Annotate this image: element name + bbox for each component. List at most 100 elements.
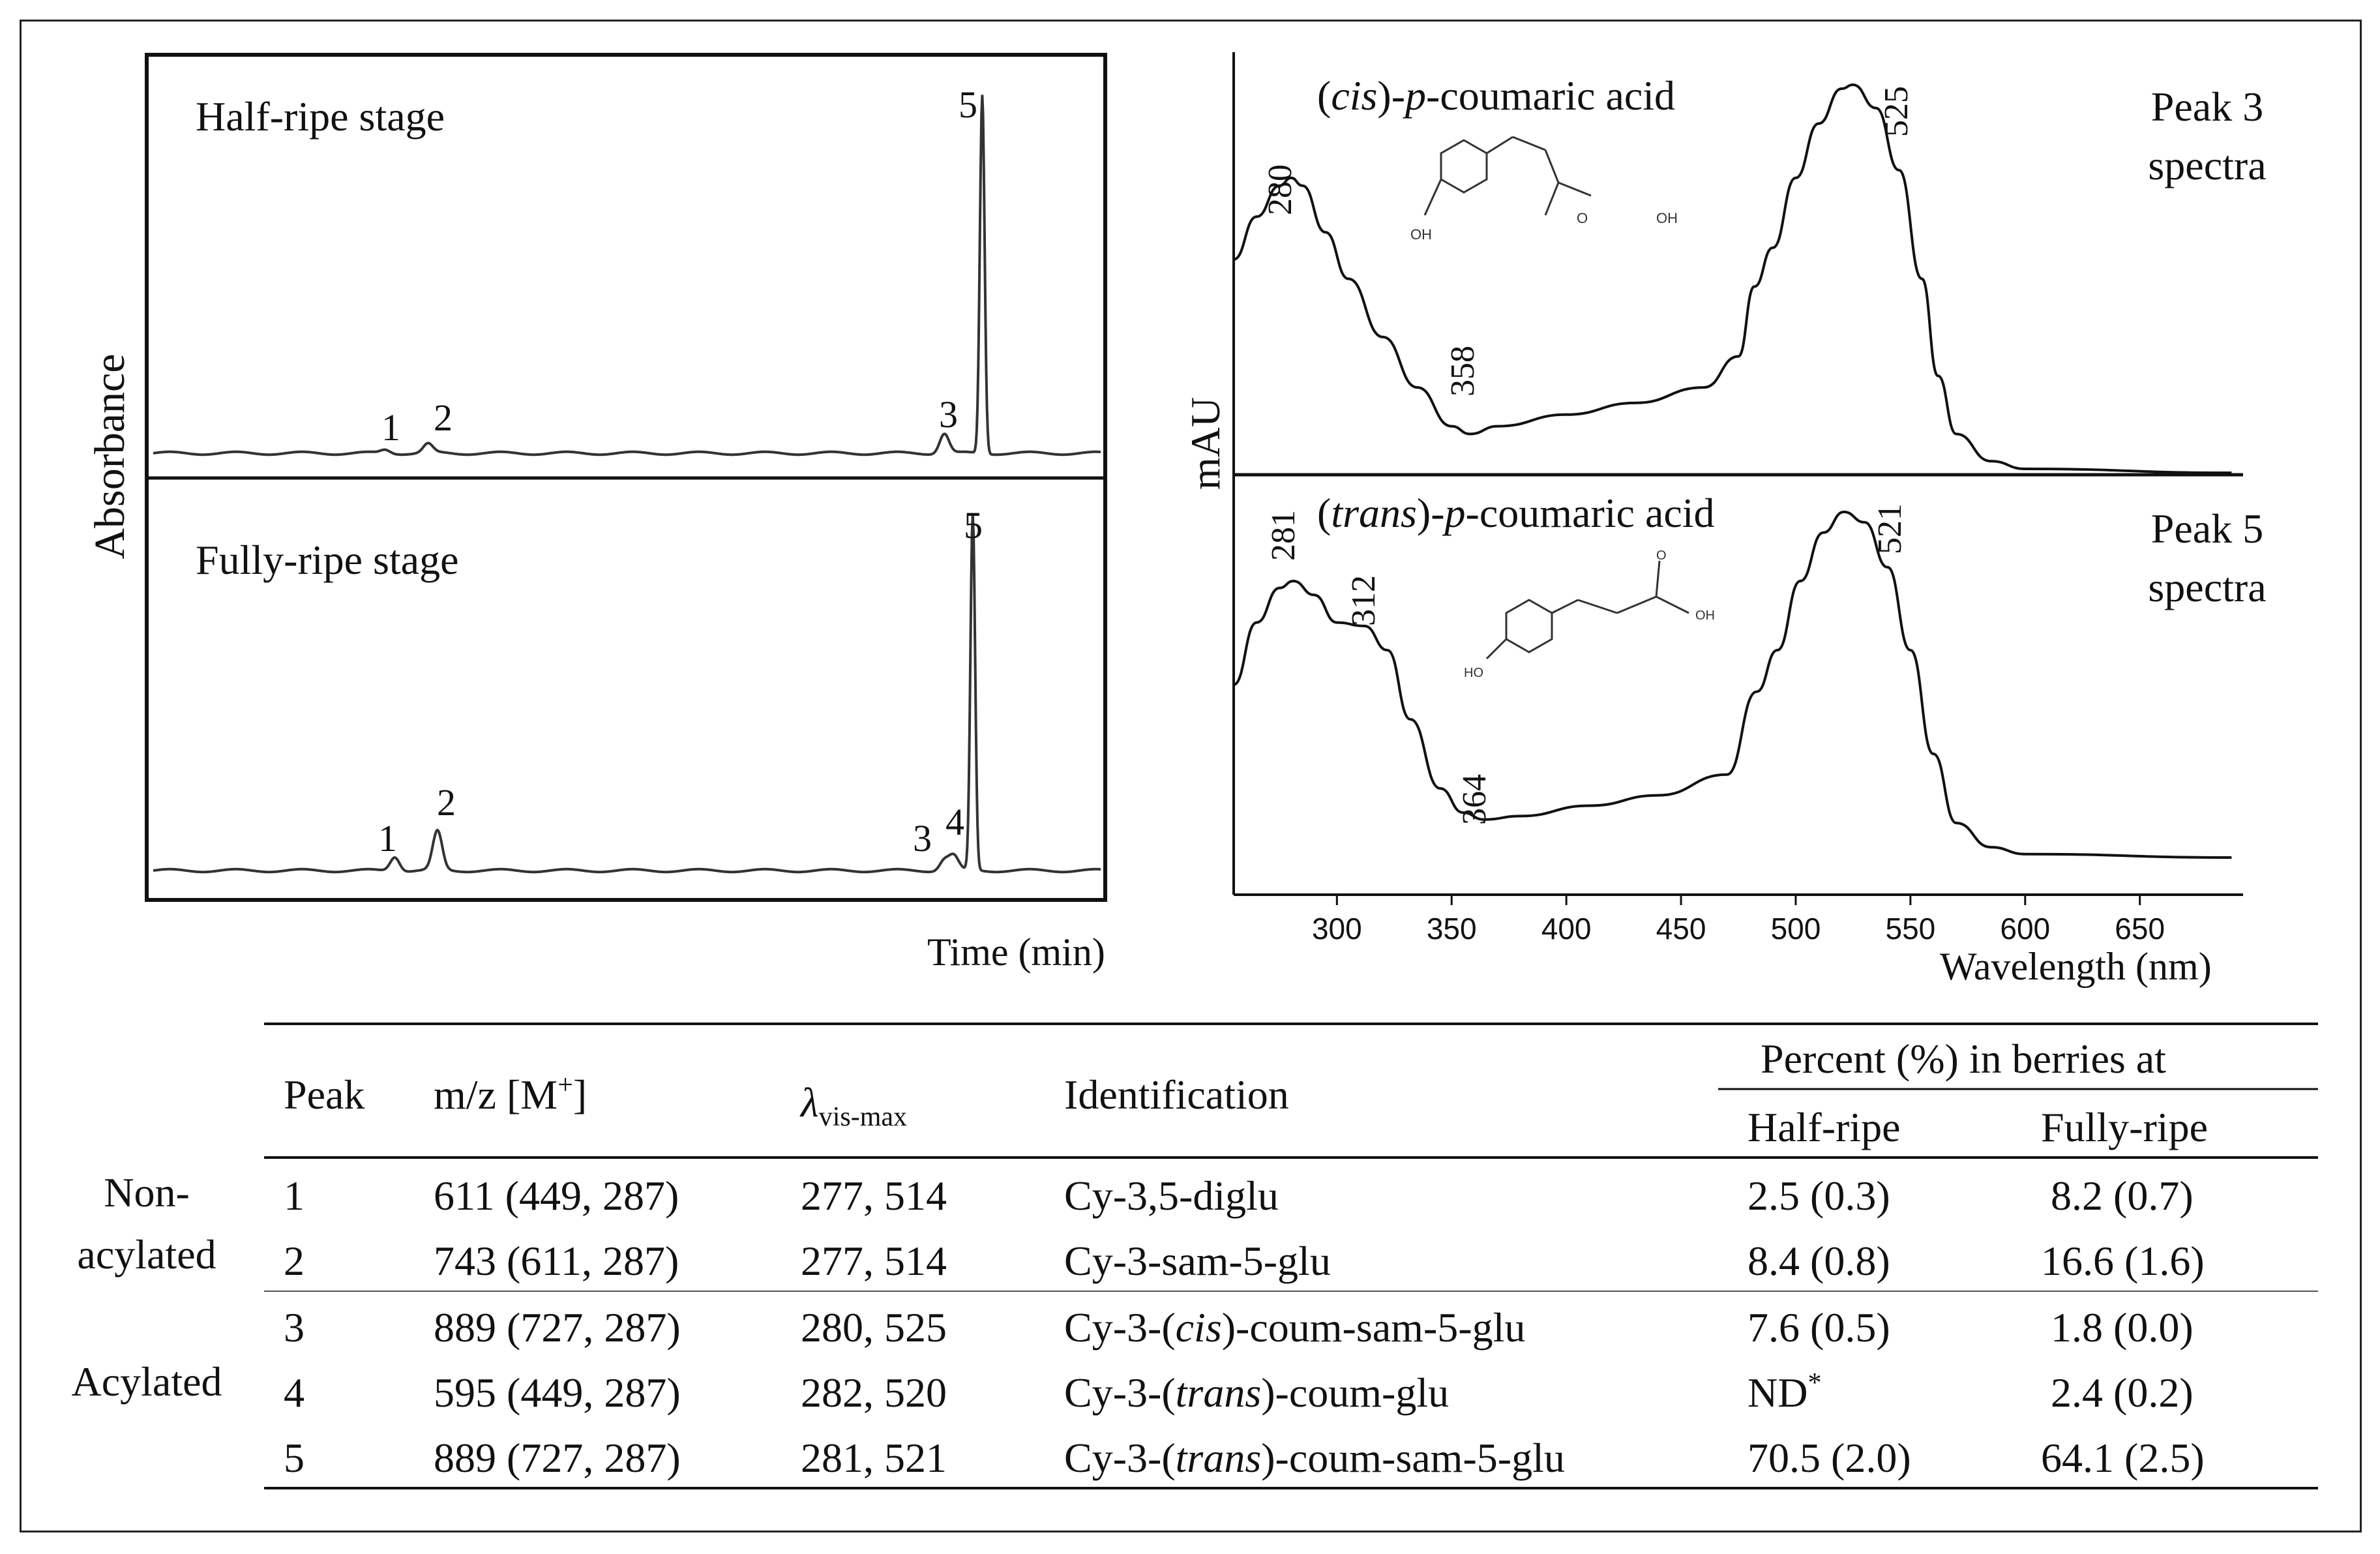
cell-lambda: 277, 514	[801, 1238, 947, 1284]
spectra-panel: 300 350 400 450 500 550 600 650 mAU Wavelength …	[1182, 52, 2267, 988]
x-tick-label: 600	[2000, 912, 2050, 946]
cell-identification: Cy-3-(trans)-coum-glu	[1064, 1369, 1449, 1416]
trans-coumaric-structure	[1485, 560, 1689, 660]
peak-label: 1	[381, 406, 400, 449]
id-text: Cy-3,5-diglu	[1064, 1173, 1279, 1219]
structure-atom-label: O	[1577, 210, 1588, 226]
x-axis-label-time: Time (min)	[927, 931, 1105, 974]
spectra-x-ticks: 300 350 400 450 500 550 600 650	[1312, 895, 2165, 946]
compound-text: p	[1442, 490, 1466, 536]
table-row: 5 889 (727, 287) 281, 521 Cy-3-(trans)-c…	[284, 1435, 2205, 1481]
header-fully-ripe: Fully-ripe	[2041, 1104, 2208, 1150]
peak-label: 3	[939, 393, 958, 436]
header-lambda-sub: vis-max	[819, 1102, 907, 1132]
cell-half: 7.6 (0.5)	[1748, 1304, 1890, 1351]
figure-frame	[20, 20, 2362, 1532]
header-peak: Peak	[284, 1071, 364, 1118]
cell-fully: 16.6 (1.6)	[2041, 1238, 2205, 1284]
group-label-acylated: Acylated	[72, 1358, 222, 1405]
cell-mz: 595 (449, 287)	[434, 1369, 681, 1416]
results-table: Peak m/z [M+] λvis-max Identification Pe…	[72, 1023, 2318, 1489]
id-text: Cy-3-(	[1064, 1369, 1176, 1416]
annotation-280: 280	[1262, 164, 1299, 215]
cell-mz: 743 (611, 287)	[434, 1238, 679, 1284]
peak-label: 1	[378, 817, 397, 859]
x-tick-label: 400	[1541, 912, 1592, 946]
panel-title-fully-ripe: Fully-ripe stage	[196, 537, 458, 583]
x-tick-label: 350	[1427, 912, 1477, 946]
cell-fully: 8.2 (0.7)	[2051, 1173, 2194, 1219]
peak-label: 2	[434, 396, 453, 439]
annotation-521: 521	[1871, 503, 1909, 554]
header-lambda-symbol: λ	[799, 1079, 819, 1126]
cell-fully: 64.1 (2.5)	[2041, 1435, 2205, 1481]
chromatogram-line-half-ripe	[153, 95, 1101, 456]
cell-lambda: 282, 520	[801, 1369, 947, 1416]
x-tick-label: 650	[2115, 912, 2165, 946]
x-tick-label: 300	[1312, 912, 1362, 946]
compound-text: (	[1317, 72, 1331, 119]
header-identification: Identification	[1064, 1071, 1289, 1118]
table-row: 1 611 (449, 287) 277, 514 Cy-3,5-diglu 2…	[284, 1173, 2194, 1219]
cell-fully: 2.4 (0.2)	[2051, 1369, 2194, 1416]
spectrum-line-peak3	[1233, 83, 2232, 474]
structure-atom-label: O	[1656, 548, 1667, 563]
cell-half: ND*	[1748, 1368, 1821, 1416]
cell-half-text: ND	[1748, 1369, 1807, 1416]
spectra-title-peak5: Peak 5	[2151, 505, 2263, 552]
id-italic: trans	[1176, 1369, 1262, 1416]
peak-label: 5	[964, 504, 983, 546]
cell-peak: 1	[284, 1173, 305, 1219]
annotation-281: 281	[1265, 510, 1302, 561]
id-text: )-coum-sam-5-glu	[1222, 1304, 1526, 1351]
header-mz-sup: +	[558, 1070, 573, 1100]
x-tick-label: 450	[1656, 912, 1706, 946]
cell-peak: 3	[284, 1304, 305, 1351]
cell-half: 70.5 (2.0)	[1748, 1435, 1911, 1481]
annotation-312: 312	[1345, 575, 1382, 626]
cell-peak: 2	[284, 1238, 305, 1284]
compound-text: trans	[1331, 490, 1417, 536]
cell-identification: Cy-3-(cis)-coum-sam-5-glu	[1064, 1304, 1525, 1351]
cell-half: 2.5 (0.3)	[1748, 1173, 1890, 1219]
header-half-ripe: Half-ripe	[1748, 1104, 1901, 1150]
cell-lambda: 280, 525	[801, 1304, 947, 1351]
chromatogram-line-fully-ripe	[153, 514, 1101, 874]
compound-text: -coumaric acid	[1426, 72, 1675, 119]
header-mz: m/z [M+]	[434, 1070, 587, 1118]
cell-fully: 1.8 (0.0)	[2051, 1304, 2194, 1351]
y-axis-label-absorbance: Absorbance	[86, 353, 134, 559]
cell-half-footnote: *	[1807, 1368, 1821, 1398]
group-label-non-line2: acylated	[77, 1231, 216, 1278]
table-row: 4 595 (449, 287) 282, 520 Cy-3-(trans)-c…	[284, 1368, 2194, 1416]
x-tick-label: 500	[1771, 912, 1821, 946]
compound-text: cis	[1331, 72, 1377, 119]
cell-mz: 611 (449, 287)	[434, 1173, 679, 1219]
compound-text: -coumaric acid	[1466, 490, 1715, 536]
compound-text: (	[1317, 490, 1331, 536]
table-row: 3 889 (727, 287) 280, 525 Cy-3-(cis)-cou…	[284, 1304, 2194, 1351]
spectra-title-peak3: Peak 3	[2151, 83, 2263, 130]
group-label-non: Non-	[104, 1169, 190, 1216]
spectrum-line-peak5	[1233, 510, 2232, 859]
cell-peak: 4	[284, 1369, 305, 1416]
cell-half: 8.4 (0.8)	[1748, 1238, 1890, 1284]
cell-lambda: 277, 514	[801, 1173, 947, 1219]
cell-identification: Cy-3,5-diglu	[1064, 1173, 1279, 1219]
chromatogram-panel: Half-ripe stage Fully-ripe stage Absorba…	[86, 53, 1107, 974]
id-text: )-coum-glu	[1261, 1369, 1449, 1416]
cell-peak: 5	[284, 1435, 305, 1481]
id-italic: trans	[1176, 1435, 1262, 1481]
peak-label: 2	[437, 781, 456, 824]
peak-label: 3	[913, 817, 932, 859]
structure-atom-label: OH	[1695, 608, 1715, 623]
x-tick-label: 550	[1885, 912, 1935, 946]
header-mz-text: m/z [M	[434, 1071, 558, 1118]
structure-atom-label: OH	[1410, 226, 1432, 243]
spectra-title-peak5-sub: spectra	[2148, 564, 2266, 610]
panel-title-half-ripe: Half-ripe stage	[196, 93, 445, 140]
peak-label: 4	[945, 801, 964, 843]
annotation-525: 525	[1878, 86, 1915, 137]
cell-mz: 889 (727, 287)	[434, 1304, 681, 1351]
